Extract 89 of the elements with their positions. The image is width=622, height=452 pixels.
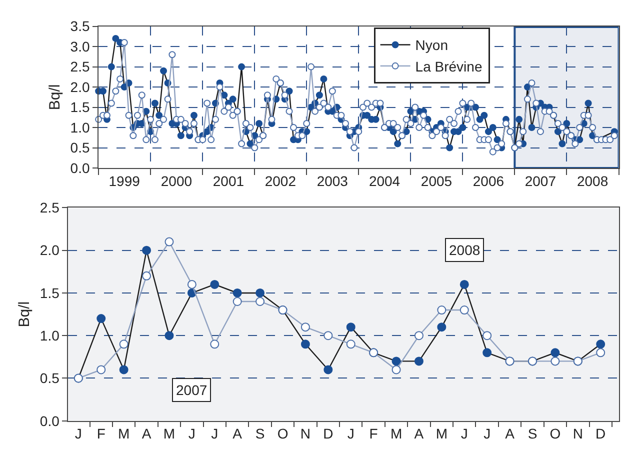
point (232, 297, 242, 306)
point (256, 297, 265, 306)
point (187, 280, 196, 289)
x-tick-label: M (436, 426, 448, 442)
y-tick-label: 0.0 (40, 412, 60, 429)
x-tick-label: D (596, 426, 606, 442)
point (119, 340, 128, 349)
legend-label: Nyon (415, 37, 448, 54)
point (300, 322, 310, 332)
x-tick-label: O (550, 426, 561, 442)
point (256, 288, 265, 298)
x-tick-label: J (188, 426, 196, 442)
point (142, 271, 152, 280)
point (346, 340, 356, 349)
y-tick-label: 3.5 (70, 18, 90, 34)
x-tick-label: S (255, 426, 265, 442)
point (119, 365, 128, 374)
y-tick-label: 2.5 (40, 200, 60, 216)
x-tick-label: J (460, 426, 468, 442)
x-tick-label: N (300, 426, 311, 442)
y-tick-label: 0.5 (70, 140, 90, 156)
point (324, 365, 333, 374)
point (392, 356, 401, 366)
y-tick-label: 1.5 (70, 99, 90, 116)
point (550, 356, 560, 366)
x-tick-label: 2002 (264, 172, 296, 189)
x-tick-label: F (369, 426, 378, 442)
y-tick-label: 1.0 (70, 119, 90, 136)
point (142, 246, 152, 255)
x-tick-label: J (74, 426, 82, 442)
point (210, 280, 220, 289)
point (324, 331, 333, 340)
x-tick-label: M (163, 426, 176, 442)
x-tick-label: F (96, 426, 106, 442)
point (300, 340, 310, 349)
y-tick-label: 2.0 (40, 242, 60, 258)
x-tick-label: J (484, 426, 491, 442)
x-tick-label: N (572, 426, 583, 442)
y-tick-label: 2.0 (70, 78, 90, 95)
point (550, 348, 560, 358)
point (164, 237, 174, 246)
point (482, 348, 492, 358)
x-tick-label: 2007 (524, 172, 556, 189)
legend-label: La Brévine (415, 58, 482, 74)
x-tick-label: A (414, 426, 424, 442)
x-tick-label: S (528, 426, 538, 442)
point (96, 365, 106, 374)
point (437, 306, 446, 315)
point (232, 288, 242, 298)
x-tick-label: J (347, 426, 354, 442)
y-tick-label: 2.5 (70, 58, 90, 75)
point (414, 331, 424, 340)
x-tick-label: 2001 (212, 172, 244, 189)
annotation: 2007 (176, 382, 208, 398)
x-tick-label: M (390, 426, 402, 442)
y-axis-title: Bq/l (46, 84, 64, 110)
x-tick-label: 2003 (316, 172, 348, 189)
point (482, 331, 492, 340)
y-tick-label: 0.5 (40, 370, 60, 386)
x-tick-label: 2000 (160, 172, 192, 189)
y-tick-label: 1.0 (40, 328, 60, 344)
point (460, 280, 469, 289)
x-tick-label: D (323, 426, 334, 442)
x-tick-label: 2006 (472, 172, 504, 189)
point (437, 322, 446, 332)
x-tick-label: 1999 (108, 172, 140, 189)
y-tick-label: 0.0 (70, 160, 90, 176)
point (414, 356, 424, 366)
point (596, 340, 606, 349)
point (210, 340, 220, 349)
y-axis-title: Bq/l (16, 301, 34, 328)
x-tick-label: 2004 (368, 172, 400, 189)
point (164, 331, 174, 340)
x-tick-label: O (277, 426, 288, 442)
point (346, 322, 356, 332)
point (596, 348, 606, 358)
point (392, 365, 401, 374)
x-tick-label: 2008 (576, 172, 608, 189)
point (96, 314, 106, 324)
y-tick-label: 1.5 (40, 284, 60, 301)
x-tick-label: 2005 (420, 172, 452, 189)
point (460, 306, 469, 315)
x-tick-label: A (505, 426, 516, 442)
x-tick-label: J (211, 426, 218, 442)
x-tick-label: A (232, 426, 243, 442)
x-tick-label: A (142, 426, 152, 442)
annotation: 2008 (449, 242, 480, 258)
y-tick-label: 3.0 (70, 38, 90, 54)
x-tick-label: M (118, 426, 130, 442)
